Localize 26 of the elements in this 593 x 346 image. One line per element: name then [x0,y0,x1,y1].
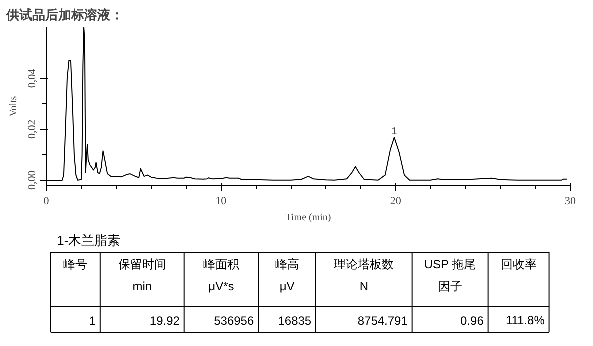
x-tick-label: 10 [216,196,228,208]
y-tick-label: 0,02 [26,120,38,140]
x-axis-title: Time (min) [286,212,332,224]
x-tick-label: 20 [390,196,402,208]
text: 111.8% [506,314,546,328]
text: 保留时间 min [118,258,166,294]
text: USP 拖尾因子 [424,258,476,294]
chart-title: 供试品后加标溶液： [6,8,124,22]
y-tick-label: 0,00 [26,170,38,190]
y-tick-label: 0,04 [26,68,38,88]
text: 回收率 [500,258,537,272]
text: 0.96 [460,314,484,328]
text: 峰高 μV [275,258,300,294]
text: 1 [89,314,96,328]
x-tick-label: 30 [565,196,576,208]
text: 1-木兰脂素 [57,233,121,248]
text: 峰面积 μV*s [203,258,240,294]
text: 19.92 [150,314,180,328]
text: 8754.791 [358,314,408,328]
text: 16835 [278,314,312,328]
text: 峰号 [64,258,88,272]
y-axis-title: Volts [8,96,20,117]
x-tick-label: 0 [44,196,50,208]
text: 536956 [214,314,254,328]
annotation: 1 [392,126,398,138]
text: 理论塔板数 N [334,258,394,294]
